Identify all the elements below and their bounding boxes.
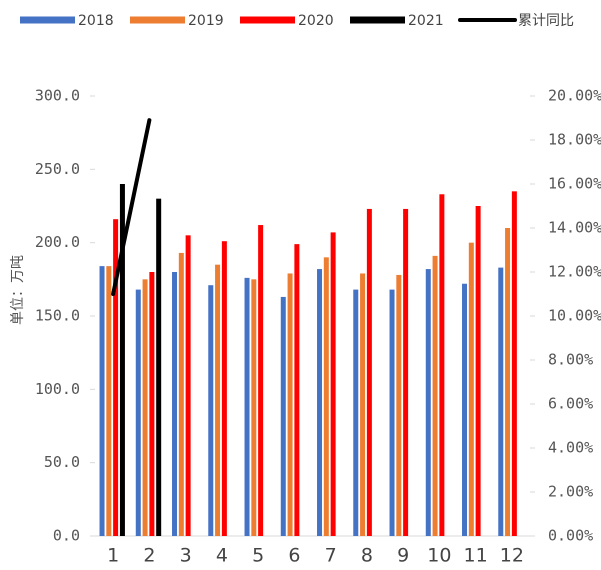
bar [142,279,148,536]
x-tick-label: 5 [252,545,264,567]
bar [439,194,445,536]
y2-tick-label: 14.00% [548,219,601,237]
bar [221,241,227,536]
x-tick-label: 1 [107,545,119,567]
y-tick-label: 200.0 [35,233,80,251]
y-tick-label: 150.0 [35,307,80,325]
y-axis-label: 单位：万吨 [10,255,26,325]
y2-tick-label: 4.00% [548,439,593,457]
bar [317,269,323,536]
y2-tick-label: 10.00% [548,307,601,325]
bar [215,264,221,536]
bar [106,266,112,536]
bar [396,274,402,536]
bar [403,208,409,536]
bar [99,266,105,536]
bar [498,267,504,536]
x-tick-label: 7 [325,545,337,567]
bar [156,198,162,536]
legend-label: 2019 [188,13,224,29]
bar [360,273,366,536]
y2-tick-label: 16.00% [548,175,601,193]
bar [113,219,119,536]
bar [330,232,336,536]
bar [178,252,184,536]
x-tick-label: 4 [216,545,228,567]
bar [280,296,286,536]
y2-tick-label: 12.00% [548,263,601,281]
y-tick-label: 250.0 [35,160,80,178]
bar [511,191,517,537]
bar [149,272,155,536]
bar [353,289,359,536]
bar [287,273,293,536]
y2-tick-label: 8.00% [548,351,593,369]
y2-tick-label: 20.00% [548,87,601,105]
x-tick-label: 3 [180,545,192,567]
legend-swatch [240,16,295,24]
x-tick-label: 11 [464,545,488,567]
bar [462,283,468,536]
bar [294,244,300,536]
y2-tick-label: 2.00% [548,483,593,501]
bar [208,285,214,536]
legend-swatch [350,16,405,24]
x-tick-label: 9 [397,545,409,567]
legend-label: 2020 [298,13,334,29]
x-tick-label: 10 [427,545,451,567]
bar [119,184,125,536]
bar [323,257,329,536]
bar [475,206,481,536]
bar [425,269,431,536]
y-tick-label: 50.0 [44,453,80,471]
bar [135,289,141,536]
bar [505,228,511,536]
x-tick-label: 2 [143,545,155,567]
bar [432,255,438,536]
bar [244,277,250,536]
bar [251,279,257,536]
bar [366,208,372,536]
legend-label: 累计同比 [518,13,574,29]
bar [258,225,264,537]
y-tick-label: 0.0 [53,527,80,545]
legend-label: 2021 [408,13,444,29]
y-tick-label: 300.0 [35,87,80,105]
bar [468,242,474,536]
bar [389,289,395,536]
legend-swatch [130,16,185,24]
bar [172,272,178,536]
y2-tick-label: 6.00% [548,395,593,413]
x-tick-label: 12 [500,545,524,567]
bar [185,235,191,537]
x-tick-label: 8 [361,545,373,567]
y-tick-label: 100.0 [35,380,80,398]
line [111,118,152,296]
x-tick-label: 6 [288,545,300,567]
legend-label: 2018 [78,13,114,29]
y2-tick-label: 0.00% [548,527,593,545]
y2-tick-label: 18.00% [548,131,601,149]
legend-swatch [20,16,75,24]
